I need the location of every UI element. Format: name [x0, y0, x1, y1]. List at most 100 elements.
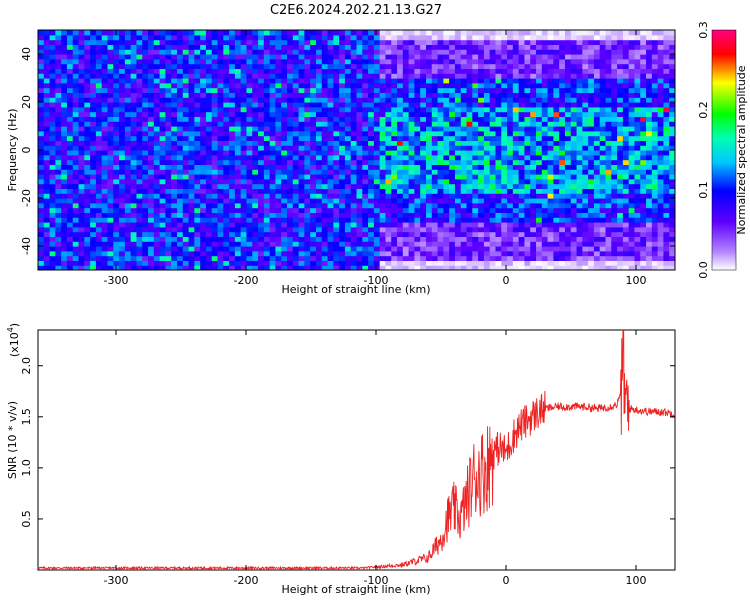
heatmap-cell [148, 87, 155, 93]
heatmap-cell [449, 63, 456, 69]
heatmap-cell [593, 246, 601, 252]
heatmap-cell [176, 217, 184, 223]
heatmap-cell [229, 222, 236, 228]
heatmap-cell [275, 111, 282, 117]
heatmap-cell [113, 159, 120, 165]
heatmap-cell [541, 102, 549, 108]
heatmap-cell [55, 250, 62, 257]
heatmap-cell [425, 97, 433, 103]
heatmap-cell [153, 246, 161, 252]
heatmap-cell [124, 150, 132, 156]
heatmap-cell [269, 121, 277, 127]
heatmap-cell [211, 87, 219, 93]
heatmap-cell [281, 241, 288, 247]
heatmap-cell [593, 241, 601, 247]
heatmap-cell [258, 226, 265, 233]
heatmap-cell [119, 222, 126, 228]
heatmap-cell [582, 78, 589, 84]
heatmap-cell [408, 34, 416, 41]
heatmap-cell [408, 116, 416, 122]
heatmap-cell [165, 159, 172, 165]
heatmap-cell [478, 241, 485, 247]
heatmap-cell [275, 159, 282, 165]
heatmap-cell [275, 44, 282, 50]
heatmap-cell [84, 135, 91, 141]
heatmap-cell [605, 226, 612, 233]
heatmap-cell [547, 188, 554, 194]
heatmap-cell [350, 130, 358, 137]
heatmap-cell [588, 202, 595, 209]
heatmap-cell [61, 111, 68, 117]
heatmap-cell [287, 111, 294, 117]
heatmap-cell [391, 202, 398, 209]
heatmap-cell [66, 82, 74, 89]
heatmap-cell [119, 207, 126, 213]
heatmap-cell [148, 255, 155, 261]
heatmap-cell [292, 178, 300, 185]
heatmap-cell [582, 255, 589, 261]
heatmap-cell [350, 154, 358, 161]
heatmap-cell [449, 217, 456, 223]
heatmap-cell [373, 154, 381, 161]
heatmap-cell [454, 265, 462, 270]
heatmap-cell [119, 82, 126, 89]
heatmap-cell [315, 246, 323, 252]
heatmap-cell [153, 222, 161, 228]
heatmap-cell [414, 207, 421, 213]
heatmap-cell [188, 226, 195, 233]
heatmap-cell [460, 207, 468, 213]
heatmap-cell [304, 106, 311, 113]
heatmap-cell [576, 49, 583, 55]
heatmap-cell [95, 236, 103, 242]
heatmap-cell [570, 49, 578, 55]
heatmap-cell [95, 30, 103, 36]
heatmap-cell [153, 164, 161, 170]
heatmap-cell [437, 73, 444, 79]
heatmap-cell [298, 169, 305, 175]
heatmap-cell [258, 73, 265, 79]
heatmap-cell [287, 164, 294, 170]
heatmap-cell [460, 250, 468, 257]
heatmap-cell [339, 265, 346, 270]
heatmap-cell [449, 102, 456, 108]
heatmap-cell [315, 226, 323, 233]
heatmap-cell [582, 135, 589, 141]
heatmap-cell [90, 188, 97, 194]
heatmap-cell [414, 63, 421, 69]
heatmap-cell [124, 198, 132, 204]
heatmap-cell [408, 49, 416, 55]
heatmap-cell [49, 63, 56, 69]
heatmap-cell [171, 178, 178, 185]
heatmap-cell [49, 178, 56, 185]
heatmap-cell [171, 87, 178, 93]
heatmap-cell [391, 154, 398, 161]
heatmap-cell [344, 111, 352, 117]
heatmap-cell [512, 154, 520, 161]
heatmap-cell [379, 207, 387, 213]
heatmap-cell [524, 222, 531, 228]
heatmap-cell [495, 116, 502, 122]
heatmap-cell [165, 82, 172, 89]
heatmap-cell [200, 111, 207, 117]
heatmap-cell [310, 169, 317, 175]
heatmap-cell [356, 154, 363, 161]
heatmap-cell [414, 130, 421, 137]
heatmap-cell [90, 111, 97, 117]
heatmap-cell [263, 241, 271, 247]
heatmap-cell [292, 169, 300, 175]
heatmap-cell [142, 58, 149, 65]
heatmap-cell [194, 73, 201, 79]
heatmap-cell [512, 30, 520, 36]
heatmap-cell [524, 217, 531, 223]
heatmap-cell [72, 126, 80, 132]
heatmap-cell [188, 63, 195, 69]
heatmap-cell [333, 116, 340, 122]
heatmap-cell [234, 106, 242, 113]
heatmap-cell [541, 178, 549, 185]
heatmap-cell [593, 226, 601, 233]
heatmap-cell [142, 78, 149, 84]
heatmap-cell [188, 78, 195, 84]
heatmap-cell [304, 68, 311, 74]
heatmap-cell [252, 212, 259, 218]
heatmap-cell [298, 212, 305, 218]
